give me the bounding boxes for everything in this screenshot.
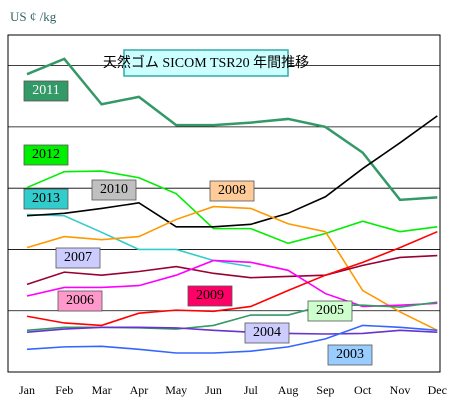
series-label: 2007 — [64, 250, 92, 265]
series-line — [26, 170, 438, 245]
plot-frame — [7, 34, 441, 373]
x-tick-label: Oct — [354, 383, 372, 397]
series-line — [26, 324, 438, 354]
series-line — [26, 205, 438, 332]
series-line — [26, 326, 438, 335]
series-label: 2005 — [316, 303, 344, 318]
series-label-box — [187, 285, 233, 307]
series-label-box — [57, 290, 103, 312]
x-tick-label: Jan — [19, 383, 35, 397]
title-box — [123, 49, 289, 77]
series-label: 2008 — [218, 183, 246, 198]
series-label: 2011 — [32, 83, 59, 98]
x-tick-label: Sep — [316, 383, 334, 397]
x-tick-label: Feb — [55, 383, 73, 397]
x-tick-label: May — [165, 383, 187, 397]
series-line — [26, 230, 438, 327]
series-label: 2003 — [336, 347, 364, 362]
x-tick-label: Jun — [205, 383, 222, 397]
series-label-box — [23, 188, 69, 210]
series-label: 2006 — [66, 293, 94, 308]
x-tick-label: Apr — [130, 383, 149, 397]
series-label: 2010 — [100, 182, 128, 197]
x-tick-label: Mar — [92, 383, 112, 397]
y-axis-label: US ¢ /kg — [10, 9, 57, 24]
series-label: 2012 — [32, 147, 60, 162]
series-label-box — [55, 247, 101, 269]
chart-title: 天然ゴム SICOM TSR20 年間推移 — [103, 54, 309, 71]
series-label-box — [209, 180, 255, 202]
series-label-box — [23, 80, 69, 102]
series-label-box — [307, 300, 353, 322]
series-line — [26, 57, 438, 202]
x-tick-label: Dec — [428, 383, 447, 397]
x-tick-label: Nov — [390, 383, 411, 397]
series-label: 2013 — [32, 191, 60, 206]
series-label-box — [91, 179, 137, 201]
x-tick-label: Jul — [244, 383, 259, 397]
series-line — [26, 254, 438, 286]
series-label: 2004 — [253, 325, 281, 340]
series-label-box — [23, 144, 69, 166]
series-label-box — [327, 344, 373, 366]
series-label-box — [244, 322, 290, 344]
series-label: 2009 — [196, 288, 224, 303]
x-tick-label: Aug — [278, 383, 299, 397]
series-line — [26, 115, 438, 228]
